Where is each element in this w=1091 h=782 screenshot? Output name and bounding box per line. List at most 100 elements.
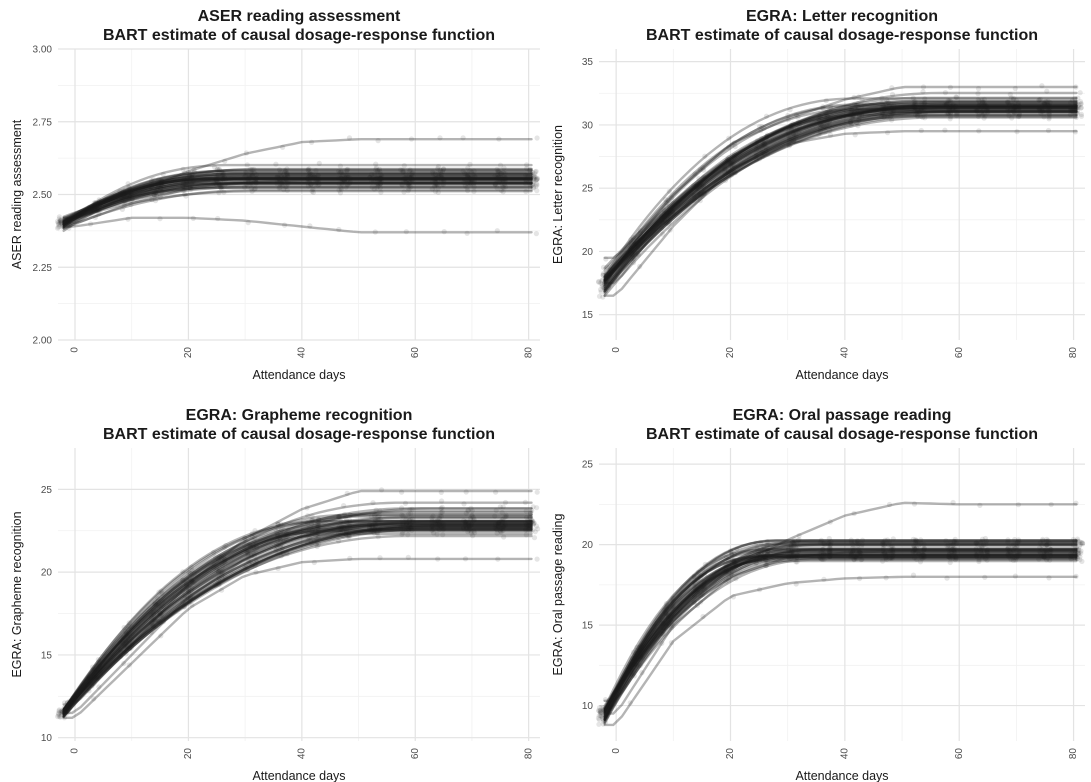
sample-point — [597, 705, 603, 711]
sample-point — [724, 563, 730, 569]
sample-point — [274, 544, 281, 550]
sample-point — [691, 183, 697, 189]
sample-point — [281, 178, 287, 185]
sample-point — [724, 158, 730, 164]
sample-point — [189, 182, 195, 188]
sample-point — [725, 170, 731, 176]
sample-point — [342, 177, 348, 183]
dose-response-curve — [603, 544, 1078, 721]
sample-point — [725, 168, 731, 174]
sample-point — [761, 554, 767, 560]
sample-point — [697, 167, 703, 173]
sample-point — [663, 614, 669, 620]
sample-point — [793, 559, 799, 565]
dose-response-curve — [603, 104, 1078, 285]
sample-point — [724, 156, 730, 163]
sample-point — [793, 553, 799, 559]
sample-point — [1073, 573, 1079, 579]
sample-point — [118, 191, 125, 197]
sample-point — [946, 547, 952, 553]
sample-point — [436, 527, 442, 533]
sample-point — [528, 514, 534, 520]
sample-point — [461, 501, 467, 507]
sample-point — [337, 514, 343, 520]
sample-point — [215, 176, 221, 182]
sample-point — [760, 150, 766, 156]
sample-point — [596, 707, 602, 714]
sample-point — [1012, 104, 1018, 110]
sample-point — [372, 527, 378, 533]
sample-point — [402, 176, 409, 183]
sample-point — [122, 635, 128, 641]
sample-point — [985, 109, 991, 115]
sample-point — [158, 181, 164, 187]
sample-point — [95, 663, 101, 669]
sample-point — [1013, 541, 1019, 547]
sample-point — [433, 175, 440, 182]
sample-point — [827, 132, 834, 138]
sample-point — [666, 188, 672, 194]
sample-point — [495, 523, 501, 529]
sample-point — [885, 99, 891, 105]
sample-point — [973, 108, 979, 114]
sample-point — [1044, 88, 1050, 94]
sample-point — [628, 245, 634, 251]
sample-point — [316, 520, 322, 526]
sample-point — [1048, 501, 1054, 508]
sample-point — [630, 672, 636, 678]
sample-point — [796, 548, 802, 554]
sample-point — [92, 214, 98, 220]
sample-point — [431, 175, 437, 181]
sample-point — [848, 108, 854, 114]
sample-point — [1074, 104, 1081, 111]
sample-point — [150, 607, 156, 613]
sample-point — [890, 547, 896, 553]
sample-point — [888, 555, 894, 561]
sample-point — [368, 171, 375, 178]
sample-point — [1067, 100, 1074, 106]
sample-point — [403, 175, 409, 181]
sample-point — [882, 113, 888, 119]
sample-point — [441, 166, 447, 172]
sample-point — [277, 167, 283, 173]
sample-point — [406, 518, 412, 524]
sample-point — [666, 210, 672, 216]
sample-point — [600, 277, 606, 283]
x-tick-label: 0 — [611, 347, 622, 353]
sample-point — [64, 704, 70, 710]
sample-point — [981, 103, 987, 110]
sample-point — [788, 133, 794, 139]
sample-point — [604, 264, 610, 270]
dose-response-curve — [603, 557, 1078, 713]
sample-point — [661, 213, 667, 219]
sample-point — [281, 170, 288, 176]
sample-point — [763, 148, 769, 154]
sample-point — [1076, 102, 1082, 108]
dose-response-curve — [62, 185, 533, 224]
sample-point — [465, 508, 471, 514]
sample-point — [627, 700, 633, 706]
sample-point — [312, 529, 318, 535]
sample-point — [693, 184, 699, 190]
sample-point — [375, 516, 381, 523]
sample-point — [408, 511, 414, 517]
sample-point — [982, 102, 988, 108]
sample-point — [185, 168, 191, 174]
sample-point — [596, 708, 602, 714]
sample-point — [659, 219, 665, 225]
sample-point — [729, 568, 735, 574]
sample-point — [461, 176, 468, 182]
sample-point — [604, 279, 611, 285]
sample-point — [221, 171, 227, 178]
sample-point — [468, 517, 474, 523]
sample-point — [58, 713, 64, 719]
y-tick-label: 2.75 — [33, 117, 53, 128]
sample-point — [404, 181, 410, 187]
sample-point — [601, 707, 607, 713]
sample-point — [911, 99, 917, 105]
sample-point — [432, 188, 438, 194]
sample-point — [631, 673, 637, 679]
sample-point — [285, 532, 291, 538]
dose-response-curve — [603, 106, 1078, 281]
sample-point — [125, 216, 131, 222]
